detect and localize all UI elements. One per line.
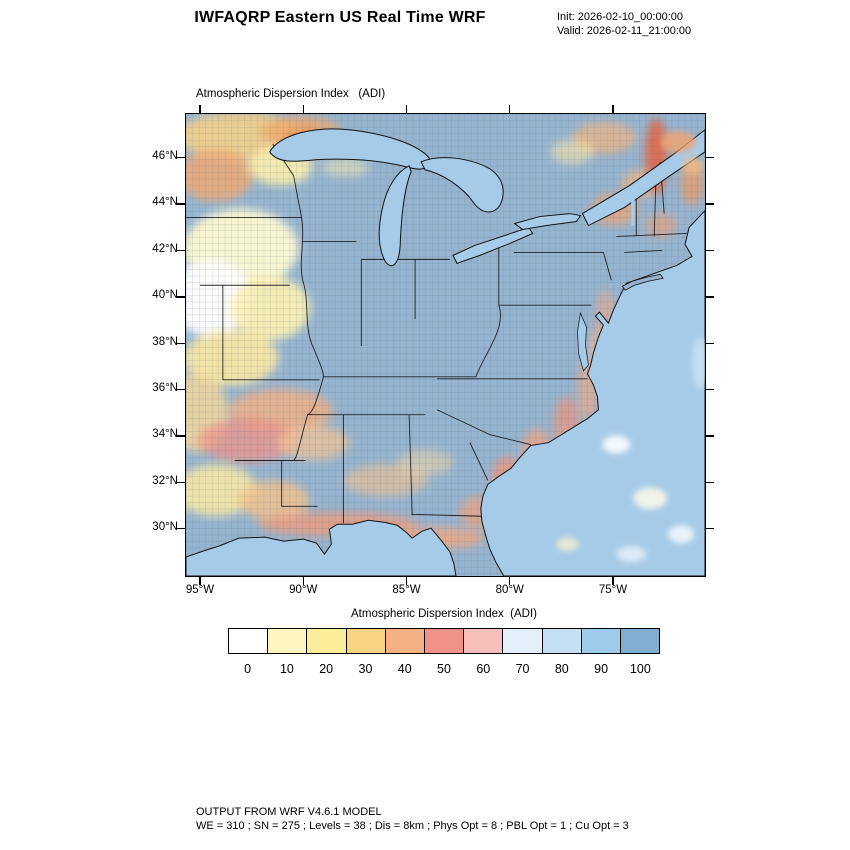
model-times: Init: 2026-02-10_00:00:00 Valid: 2026-02…: [557, 10, 691, 38]
colorbar-swatch: [346, 629, 386, 653]
x-axis-tick-top: [199, 105, 201, 113]
state-boundaries: [186, 143, 688, 524]
colorbar-swatch: [464, 629, 504, 653]
colorbar-swatch: [620, 629, 660, 653]
offshore-adi-patches: [556, 130, 705, 563]
x-axis-tick-label: 85°W: [392, 584, 421, 596]
adi-map-plot: [186, 114, 705, 576]
footer-config-line: WE = 310 ; SN = 275 ; Levels = 38 ; Dis …: [196, 820, 629, 832]
lake-erie: [452, 226, 534, 264]
y-axis-tick-left: [177, 249, 185, 252]
y-axis-tick-right: [706, 435, 714, 437]
y-axis-tick-label: 44°N: [152, 196, 178, 209]
x-axis-tick-top: [405, 105, 408, 113]
y-axis-tick-label: 36°N: [152, 381, 178, 394]
colorbar-tick-label: 40: [397, 662, 412, 676]
x-axis-tick-bottom: [199, 577, 201, 585]
y-axis-tick-label: 46°N: [152, 150, 178, 162]
adi-map-frame: [185, 113, 706, 577]
colorbar-tick-label: 100: [629, 662, 651, 676]
gulf-of-mexico: [186, 519, 457, 576]
x-axis-tick-bottom: [509, 577, 511, 585]
valid-time-label: Valid: 2026-02-11_21:00:00: [557, 25, 692, 37]
y-axis-tick-left: [177, 157, 185, 159]
colorbar-tick-label: 70: [515, 662, 530, 676]
y-axis-tick-left: [177, 296, 185, 298]
colorbar-swatch: [268, 629, 308, 653]
colorbar-swatch: [424, 629, 465, 653]
colorbar-swatch: [503, 629, 543, 653]
lake-huron: [420, 157, 504, 213]
lake-michigan: [378, 165, 412, 267]
y-axis-tick-left: [177, 203, 185, 205]
colorbar-swatch: [229, 629, 269, 653]
x-axis-tick-top: [612, 105, 614, 113]
y-axis-tick-right: [706, 203, 714, 205]
y-axis-tick-label: 38°N: [152, 335, 178, 348]
colorbar-tick-label: 0: [244, 662, 252, 676]
colorbar-swatch: [385, 629, 425, 653]
colorbar-swatch: [307, 629, 347, 653]
atlantic-ocean: [480, 209, 705, 576]
y-axis-tick-label: 42°N: [152, 242, 178, 255]
y-axis-tick-label: 30°N: [152, 521, 178, 533]
footer-model-line: OUTPUT FROM WRF V4.6.1 MODEL: [196, 806, 382, 818]
colorbar: [228, 628, 660, 654]
init-time-label: Init: 2026-02-10_00:00:00: [557, 11, 683, 23]
y-axis-tick-left: [177, 342, 185, 344]
colorbar-tick-label: 90: [594, 662, 609, 676]
y-axis-tick-label: 40°N: [152, 289, 178, 302]
y-axis-tick-right: [706, 388, 714, 391]
x-axis-tick-label: 80°W: [495, 584, 524, 596]
colorbar-tick-label: 50: [437, 662, 451, 676]
y-axis-tick-right: [706, 296, 714, 298]
long-island: [621, 273, 664, 291]
x-axis-tick-top: [509, 105, 511, 113]
lake-champlain: [631, 195, 635, 226]
x-axis-tick-bottom: [302, 577, 304, 585]
map-subtitle: Atmospheric Dispersion Index (ADI): [196, 88, 386, 100]
y-axis-tick-left: [177, 388, 185, 391]
colorbar-swatch: [581, 629, 621, 653]
y-axis-tick-right: [706, 342, 714, 344]
y-axis-tick-left: [177, 435, 185, 437]
x-axis-tick-bottom: [405, 577, 408, 585]
y-axis-tick-left: [177, 528, 185, 530]
colorbar-tick-label: 60: [476, 662, 491, 676]
st-lawrence-river: [581, 129, 705, 227]
colorbar-swatch: [542, 629, 582, 653]
chesapeake-bay: [577, 311, 589, 372]
x-axis-tick-label: 75°W: [598, 584, 628, 596]
x-axis-tick-label: 95°W: [185, 584, 215, 596]
x-axis-tick-label: 90°W: [289, 584, 318, 596]
lake-ontario: [513, 213, 582, 231]
y-axis-tick-label: 34°N: [152, 428, 178, 441]
y-axis-tick-right: [706, 528, 714, 530]
y-axis-tick-right: [706, 157, 714, 159]
colorbar-tick-label: 20: [319, 662, 334, 676]
colorbar-title: Atmospheric Dispersion Index (ADI): [351, 608, 537, 620]
y-axis-tick-left: [177, 481, 185, 484]
x-axis-tick-top: [302, 105, 304, 113]
y-axis-tick-right: [706, 249, 714, 252]
colorbar-tick-label: 80: [554, 662, 569, 676]
y-axis-tick-label: 32°N: [152, 474, 178, 487]
x-axis-tick-bottom: [612, 577, 614, 585]
y-axis-tick-right: [706, 481, 714, 484]
colorbar-tick-label: 10: [279, 662, 294, 676]
page-title: IWFAQRP Eastern US Real Time WRF: [194, 9, 486, 26]
colorbar-tick-label: 30: [358, 662, 373, 676]
